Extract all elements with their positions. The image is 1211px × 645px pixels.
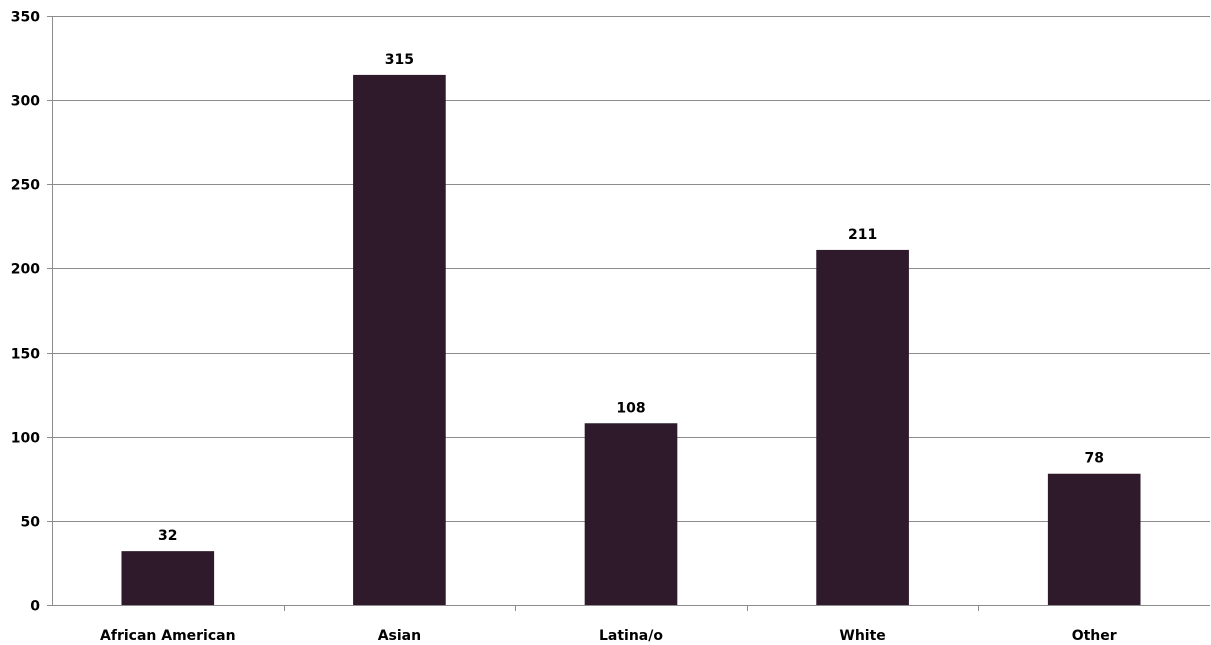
y-axis-ticks: 0 50 100 150 200 250 300 350	[11, 10, 40, 615]
bar-latina-o	[585, 423, 678, 605]
y-tick-label-150: 150	[11, 347, 40, 363]
x-axis-ticks: African American Asian Latina/o White Other	[100, 628, 1117, 644]
data-label-other: 78	[1084, 451, 1103, 467]
x-tick-label-other: Other	[1072, 628, 1117, 644]
data-label-latina-o: 108	[616, 400, 645, 416]
y-tick-label-350: 350	[11, 10, 40, 26]
bar-asian	[353, 75, 446, 605]
data-label-asian: 315	[385, 52, 414, 68]
data-label-african-american: 32	[158, 528, 177, 544]
x-tick-label-latina-o: Latina/o	[599, 628, 663, 644]
y-tick-label-50: 50	[21, 515, 41, 531]
bar-african-american	[121, 551, 214, 605]
bars	[121, 75, 1140, 605]
y-tick-label-250: 250	[11, 178, 40, 194]
data-label-white: 211	[848, 227, 877, 243]
x-tick-label-african-american: African American	[100, 628, 236, 644]
y-tick-label-300: 300	[11, 94, 40, 110]
x-tick-label-asian: Asian	[378, 628, 421, 644]
x-tick-label-white: White	[839, 628, 885, 644]
y-tick-label-200: 200	[11, 262, 40, 278]
bar-other	[1048, 474, 1141, 605]
y-tick-label-100: 100	[11, 431, 40, 447]
y-tick-label-0: 0	[30, 599, 40, 615]
bar-white	[816, 250, 909, 605]
